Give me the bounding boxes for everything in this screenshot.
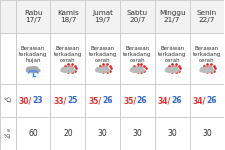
- Text: 34/: 34/: [193, 96, 206, 105]
- Ellipse shape: [96, 68, 103, 70]
- Ellipse shape: [131, 68, 137, 70]
- Bar: [50, 33, 85, 84]
- Bar: [0, 0, 16, 33]
- Ellipse shape: [135, 67, 143, 70]
- Text: 60: 60: [28, 129, 38, 138]
- Ellipse shape: [170, 67, 178, 70]
- Text: 30: 30: [167, 129, 177, 138]
- Bar: [0, 117, 16, 150]
- Bar: [120, 33, 155, 84]
- Text: 26: 26: [206, 96, 217, 105]
- Text: 30/: 30/: [19, 96, 32, 105]
- Ellipse shape: [65, 67, 73, 70]
- Ellipse shape: [200, 68, 207, 70]
- Ellipse shape: [61, 69, 75, 72]
- Text: Minggu
21/7: Minggu 21/7: [159, 10, 185, 23]
- Text: 30: 30: [202, 129, 212, 138]
- Bar: [0, 33, 16, 84]
- Bar: [155, 117, 189, 150]
- Bar: [120, 0, 155, 33]
- Bar: [0, 84, 16, 117]
- Text: 26: 26: [137, 96, 147, 105]
- Text: 26: 26: [102, 96, 112, 105]
- Bar: [16, 0, 50, 33]
- Bar: [50, 117, 85, 150]
- Ellipse shape: [200, 69, 214, 72]
- Circle shape: [101, 66, 108, 70]
- Bar: [85, 0, 120, 33]
- Ellipse shape: [165, 69, 179, 72]
- Circle shape: [136, 66, 143, 70]
- Bar: [85, 84, 120, 117]
- Text: 20: 20: [63, 129, 73, 138]
- Text: Berawan
terkadang
cerah: Berawan terkadang cerah: [88, 46, 117, 63]
- Ellipse shape: [205, 67, 212, 70]
- Text: Kamis
18/7: Kamis 18/7: [57, 10, 79, 23]
- Ellipse shape: [31, 67, 38, 70]
- Bar: [16, 117, 50, 150]
- Bar: [85, 33, 120, 84]
- Bar: [155, 33, 189, 84]
- Text: 35/: 35/: [88, 96, 101, 105]
- Text: Berawan
terkadang
cerah: Berawan terkadang cerah: [54, 46, 82, 63]
- Bar: [50, 84, 85, 117]
- Text: 33/: 33/: [54, 96, 67, 105]
- Text: 30: 30: [133, 129, 142, 138]
- Text: Rabu
17/7: Rabu 17/7: [24, 10, 42, 23]
- Bar: [16, 33, 50, 84]
- Bar: [189, 117, 224, 150]
- Text: Sabtu
20/7: Sabtu 20/7: [127, 10, 148, 23]
- Text: 35/: 35/: [123, 96, 136, 105]
- Text: Jumat
19/7: Jumat 19/7: [92, 10, 113, 23]
- Text: 34/: 34/: [158, 96, 171, 105]
- Circle shape: [67, 66, 73, 70]
- Ellipse shape: [27, 67, 33, 70]
- Bar: [50, 0, 85, 33]
- Bar: [85, 117, 120, 150]
- Text: 23: 23: [32, 96, 43, 105]
- Text: Berawan
terkadang
hujan: Berawan terkadang hujan: [19, 46, 47, 63]
- Text: s
%): s %): [4, 128, 11, 139]
- Bar: [189, 33, 224, 84]
- Bar: [120, 117, 155, 150]
- Circle shape: [171, 66, 178, 70]
- Text: 26: 26: [171, 96, 182, 105]
- Bar: [155, 0, 189, 33]
- Ellipse shape: [130, 69, 144, 72]
- Text: Berawan
terkadang
cerah: Berawan terkadang cerah: [193, 46, 221, 63]
- Text: Berawan
terkadang
cerah: Berawan terkadang cerah: [158, 46, 186, 63]
- Bar: [155, 84, 189, 117]
- Text: Senin
22/7: Senin 22/7: [197, 10, 217, 23]
- Bar: [120, 84, 155, 117]
- Ellipse shape: [61, 68, 68, 70]
- Text: ℃): ℃): [4, 98, 12, 103]
- Text: 25: 25: [67, 96, 78, 105]
- Circle shape: [206, 66, 212, 70]
- Text: 30: 30: [98, 129, 108, 138]
- Bar: [189, 84, 224, 117]
- Ellipse shape: [26, 68, 40, 73]
- Bar: [16, 84, 50, 117]
- Ellipse shape: [166, 68, 172, 70]
- Text: Berawan
terkadang
cerah: Berawan terkadang cerah: [123, 46, 152, 63]
- Ellipse shape: [96, 69, 110, 72]
- Ellipse shape: [100, 67, 108, 70]
- Bar: [189, 0, 224, 33]
